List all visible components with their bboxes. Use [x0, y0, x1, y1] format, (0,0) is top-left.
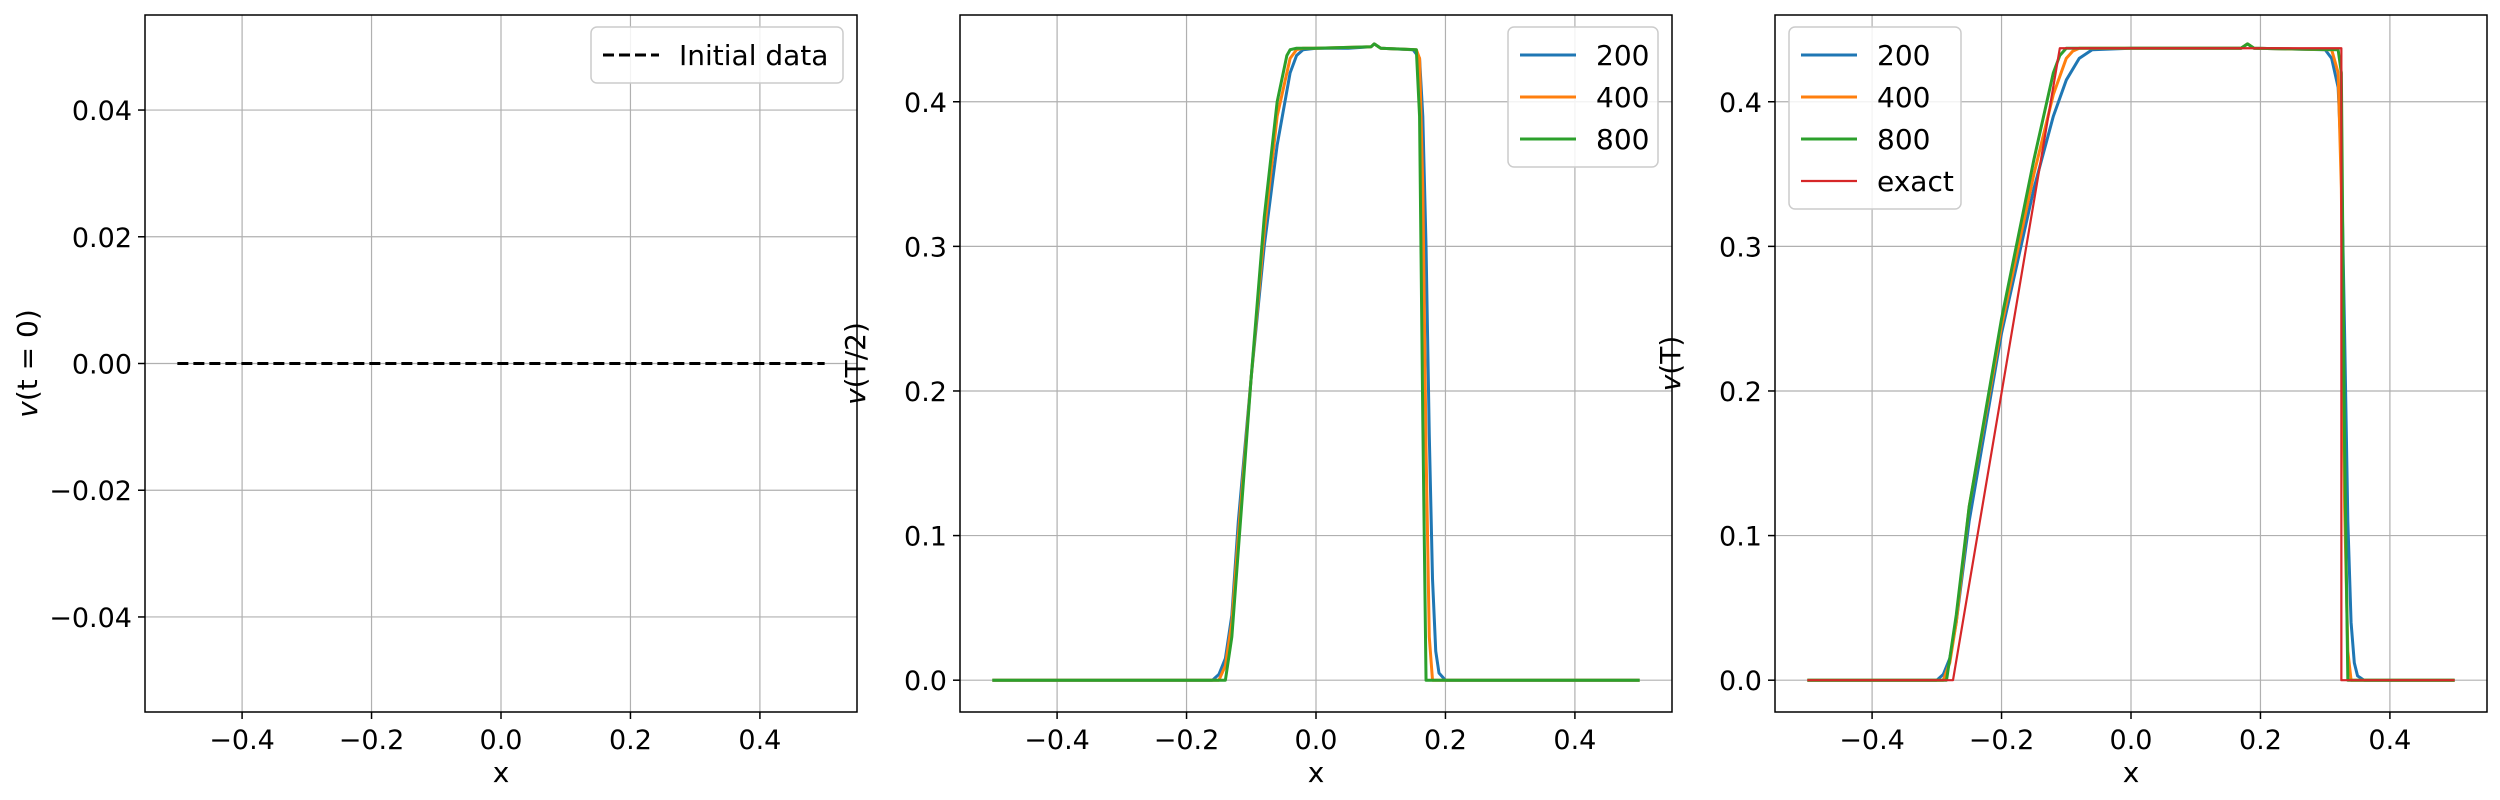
- y-axis-label: v(T/2): [839, 322, 872, 405]
- x-tick-label: −0.4: [1839, 725, 1905, 756]
- x-tick-label: −0.2: [339, 725, 405, 756]
- y-tick-label: 0.1: [1719, 522, 1762, 553]
- x-tick-label: 0.0: [1295, 725, 1338, 756]
- y-tick-label: 0.2: [904, 377, 947, 408]
- y-tick-label: 0.4: [1719, 88, 1762, 119]
- subplot-half-time: −0.4 −0.2 0.0 0.2 0.4 0.0 0.1 0.2 0.3 0.4 x v(T/2) 2…: [839, 14, 1673, 789]
- x-tick-label: 0.4: [1553, 725, 1596, 756]
- legend-frame: [1788, 26, 1962, 210]
- x-tick-label: −0.4: [209, 725, 275, 756]
- x-tick-label: 0.2: [1424, 725, 1467, 756]
- y-tick-label: 0.3: [1719, 232, 1762, 263]
- x-tick-label: 0.0: [480, 725, 523, 756]
- series-line-800: [992, 42, 1640, 682]
- y-tick-label: 0.04: [72, 96, 132, 127]
- legend-label: 400: [1877, 81, 1930, 114]
- y-tick-label: 0.02: [72, 223, 132, 254]
- legend-frame: [590, 26, 844, 84]
- y-tick-label: −0.02: [49, 476, 132, 507]
- series-line-exact: [1807, 47, 2455, 682]
- legend: Initial data: [590, 26, 844, 84]
- legend-label: 200: [1877, 39, 1930, 72]
- x-tick-label: 0.0: [2110, 725, 2153, 756]
- y-tick-label: 0.00: [72, 350, 132, 381]
- y-tick-label: 0.1: [904, 522, 947, 553]
- y-tick-label: 0.4: [904, 88, 947, 119]
- y-tick-label: 0.0: [904, 666, 947, 697]
- x-tick-label: −0.4: [1024, 725, 1090, 756]
- x-tick-label: −0.2: [1969, 725, 2035, 756]
- legend-label: Initial data: [679, 39, 828, 72]
- x-tick-label: 0.4: [738, 725, 781, 756]
- y-axis-label: v(T): [1654, 336, 1687, 392]
- y-tick-label: 0.0: [1719, 666, 1762, 697]
- legend-label: exact: [1877, 165, 1954, 198]
- x-axis-label: x: [1308, 756, 1325, 789]
- legend: 200 400 800: [1507, 26, 1659, 168]
- subplot-initial-data: −0.4 −0.2 0.0 0.2 0.4 −0.04 −0.02 0.00 0.02 0.04 x…: [11, 14, 858, 789]
- y-tick-label: 0.2: [1719, 377, 1762, 408]
- x-axis-label: x: [2123, 756, 2140, 789]
- legend-label: 800: [1596, 123, 1649, 156]
- x-axis-label: x: [493, 756, 510, 789]
- legend-label: 400: [1596, 81, 1649, 114]
- legend-frame: [1507, 26, 1659, 168]
- x-tick-label: −0.2: [1154, 725, 1220, 756]
- y-tick-label: 0.3: [904, 232, 947, 263]
- legend-label: 800: [1877, 123, 1930, 156]
- legend-label: 200: [1596, 39, 1649, 72]
- legend: 200 400 800 exact: [1788, 26, 1962, 210]
- x-tick-label: 0.2: [2239, 725, 2282, 756]
- y-axis-label: v(t = 0): [11, 309, 44, 417]
- x-tick-label: 0.4: [2368, 725, 2411, 756]
- subplot-final-time: −0.4 −0.2 0.0 0.2 0.4 0.0 0.1 0.2 0.3 0.4 x v(T) 200…: [1654, 14, 2488, 789]
- x-tick-label: 0.2: [609, 725, 652, 756]
- y-tick-label: −0.04: [49, 603, 132, 634]
